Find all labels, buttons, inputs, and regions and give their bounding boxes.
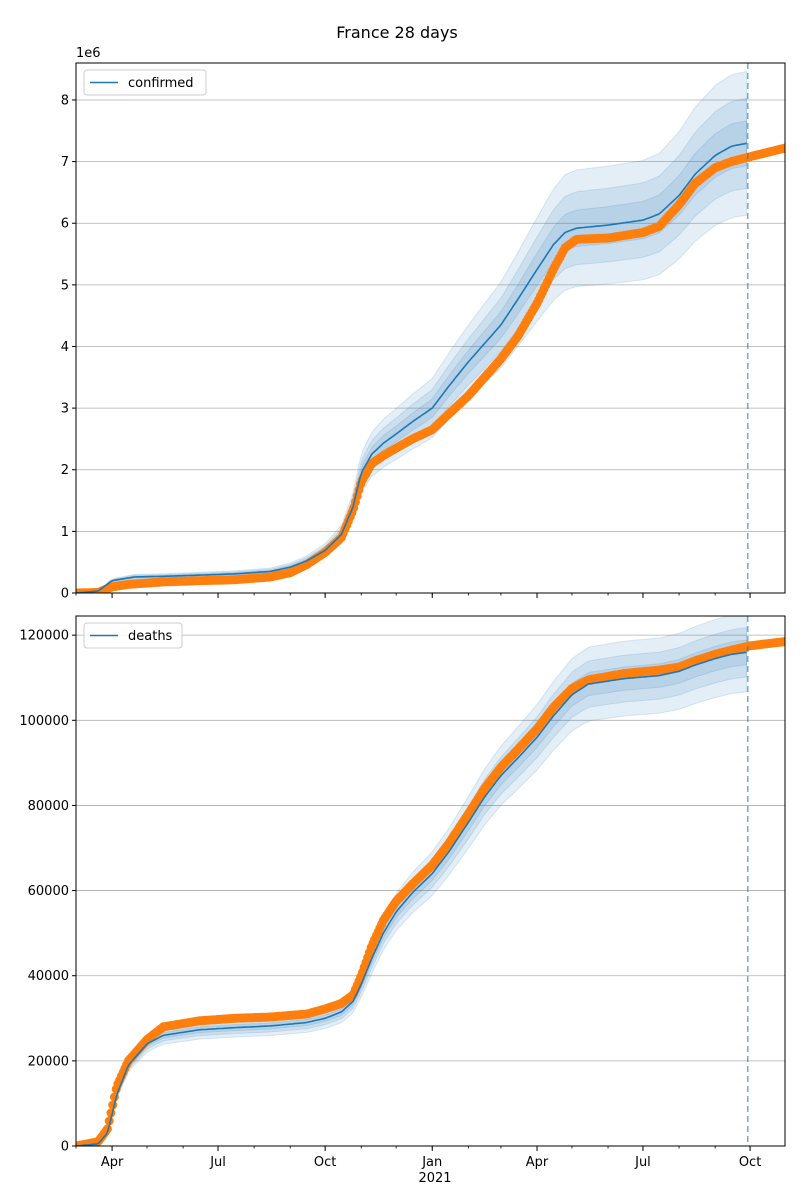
x-tick-label: Apr — [101, 1155, 124, 1170]
axes-frame — [75, 615, 786, 1147]
y-tick-label: 0 — [61, 587, 69, 602]
legend: deaths — [83, 622, 183, 649]
y-tick-label: 20000 — [28, 1054, 69, 1069]
y-tick-label: 2 — [61, 463, 69, 478]
x-tick-label: Jul — [634, 1155, 651, 1170]
model-median-line — [76, 142, 747, 593]
y-tick-label: 7 — [61, 155, 69, 170]
axes-frame — [75, 62, 786, 594]
x-tick-label: Oct — [739, 1155, 761, 1170]
legend-label: confirmed — [128, 76, 194, 91]
legend: confirmed — [83, 69, 207, 96]
observed-point — [780, 637, 785, 646]
observed-series — [76, 637, 785, 1146]
confirmed-panel: 0 1 2 3 4 5 6 7 8 1e6 confirmed — [61, 46, 786, 602]
x-year-label: 2021 — [418, 1171, 451, 1186]
y-tick-label: 0 — [61, 1140, 69, 1155]
x-tick-label: Oct — [314, 1155, 336, 1170]
y-tick-label: 5 — [61, 278, 69, 293]
y-tick-label: 40000 — [28, 969, 69, 984]
y-tick-label: 60000 — [28, 884, 69, 899]
x-tick-label: Jul — [209, 1155, 226, 1170]
chart-title: France 28 days — [336, 23, 458, 42]
uncertainty-band — [76, 70, 748, 593]
y-tick-label: 3 — [61, 402, 69, 417]
legend-label: deaths — [128, 629, 173, 644]
model-median-line — [76, 651, 747, 1146]
observed-point — [780, 143, 785, 153]
x-tick-label: Apr — [526, 1155, 549, 1170]
y-tick-label: 4 — [61, 340, 69, 355]
x-tick-label: Jan — [421, 1155, 442, 1170]
y-tick-label: 8 — [61, 93, 69, 108]
y-tick-label: 6 — [61, 217, 69, 232]
y-tick-label: 120000 — [19, 629, 69, 644]
y-scale-label: 1e6 — [76, 46, 101, 61]
y-tick-label: 1 — [61, 525, 69, 540]
deaths-panel: 0 20000 40000 60000 80000 100000 120000 Apr Jul O… — [19, 615, 786, 1170]
y-tick-label: 80000 — [28, 799, 69, 814]
y-tick-label: 100000 — [19, 714, 69, 729]
